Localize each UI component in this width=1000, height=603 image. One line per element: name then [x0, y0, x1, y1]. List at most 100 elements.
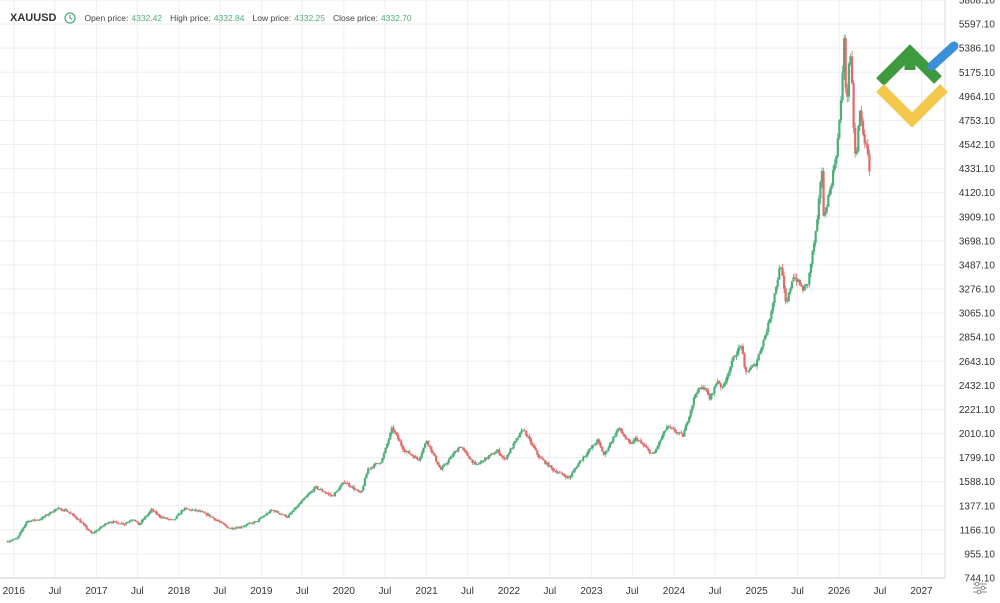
candle-body — [773, 293, 776, 304]
candle-body — [109, 522, 112, 523]
candle-body — [83, 524, 87, 526]
candle-body — [474, 462, 477, 465]
candle-body — [578, 460, 582, 464]
x-axis: 2016 Jul 2017 Jul 2018 Jul 2019 Jul 2020 Jul 2021 J… — [0, 577, 945, 597]
candle-body — [376, 463, 379, 465]
candle-body — [545, 462, 548, 464]
candle-body — [743, 353, 746, 368]
candle-body — [299, 503, 302, 505]
candle-body — [392, 427, 395, 431]
candle-body — [863, 134, 866, 144]
candle-body — [775, 286, 778, 294]
candle-body — [866, 144, 869, 155]
candle-body — [223, 523, 226, 525]
candle-body — [665, 426, 669, 430]
candle-body — [604, 451, 607, 455]
candle-body — [330, 495, 333, 496]
candle-body — [836, 138, 839, 157]
candle-body — [808, 272, 811, 285]
candle-body — [480, 460, 484, 462]
candle-body — [531, 443, 534, 446]
candle-body — [778, 268, 781, 280]
candle-body — [678, 432, 681, 434]
candle-body — [340, 484, 343, 488]
candle-body — [261, 517, 264, 518]
candle-body — [128, 521, 131, 523]
candle-body — [172, 519, 175, 521]
candle-body — [465, 450, 468, 453]
candle-body — [850, 56, 854, 84]
candle-body — [436, 461, 439, 465]
candle-body — [393, 430, 397, 433]
candle-body — [297, 504, 300, 508]
candle-body — [325, 492, 329, 494]
candle-body — [442, 464, 446, 467]
candle-body — [6, 541, 9, 543]
candle-body — [534, 448, 537, 451]
candle-body — [561, 472, 564, 475]
candle-body — [455, 451, 458, 452]
candle-body — [15, 538, 19, 540]
candle-body — [686, 422, 689, 425]
candle-body — [27, 521, 30, 522]
candle-body — [794, 277, 797, 279]
x-tick-label: 2021 — [415, 586, 438, 597]
candle-body — [123, 524, 126, 525]
candle-body — [414, 456, 417, 459]
candle-body — [805, 283, 808, 287]
x-tick-label: 2019 — [250, 586, 273, 597]
candle-body — [522, 430, 525, 432]
candle-body — [787, 292, 790, 301]
x-tick-label: Jul — [131, 586, 144, 597]
candle-body — [439, 467, 442, 470]
candle-body — [517, 437, 520, 439]
candle-body — [57, 508, 60, 510]
brand-logo — [876, 41, 959, 128]
y-tick-label: 4331.10 — [959, 164, 996, 175]
candle-body — [520, 430, 523, 433]
candle-body — [431, 451, 435, 454]
candle-body — [200, 511, 204, 512]
candle-body — [144, 516, 147, 520]
candle-body — [806, 283, 809, 285]
candle-body — [786, 300, 789, 302]
candle-body — [134, 520, 137, 522]
candle-body — [476, 464, 479, 465]
candle-body — [158, 514, 161, 517]
candle-body — [204, 512, 207, 514]
candle-body — [719, 383, 722, 388]
x-tick-label: 2024 — [663, 586, 686, 597]
candle-body — [17, 535, 20, 539]
candle-body — [352, 486, 355, 490]
candle-body — [749, 367, 752, 370]
candle-body — [302, 498, 305, 501]
candle-body — [272, 509, 275, 511]
candle-body — [820, 171, 824, 183]
candle-body — [626, 438, 629, 440]
candle-body — [395, 432, 398, 435]
candle-body — [55, 508, 58, 510]
candle-body — [498, 449, 501, 455]
candle-body — [648, 449, 651, 454]
candle-body — [321, 489, 324, 492]
candle-body — [267, 513, 270, 514]
candle-body — [817, 198, 820, 220]
candle-body — [618, 428, 621, 429]
candle-body — [66, 511, 69, 512]
y-tick-label: 5808.10 — [959, 0, 996, 7]
candle-body — [539, 457, 542, 459]
candle-body — [186, 508, 189, 510]
candle-body — [727, 372, 730, 377]
clock-icon[interactable] — [64, 12, 77, 24]
candle-body — [85, 525, 88, 529]
settings-icon[interactable] — [973, 581, 987, 595]
candle-body — [623, 434, 626, 437]
candle-body — [348, 483, 351, 486]
close-price: Close price: 4332.70 — [333, 13, 412, 23]
candle-body — [501, 455, 504, 458]
candle-body — [468, 456, 471, 459]
candle-body — [121, 522, 125, 525]
candle-body — [71, 513, 74, 515]
candle-body — [659, 439, 662, 442]
